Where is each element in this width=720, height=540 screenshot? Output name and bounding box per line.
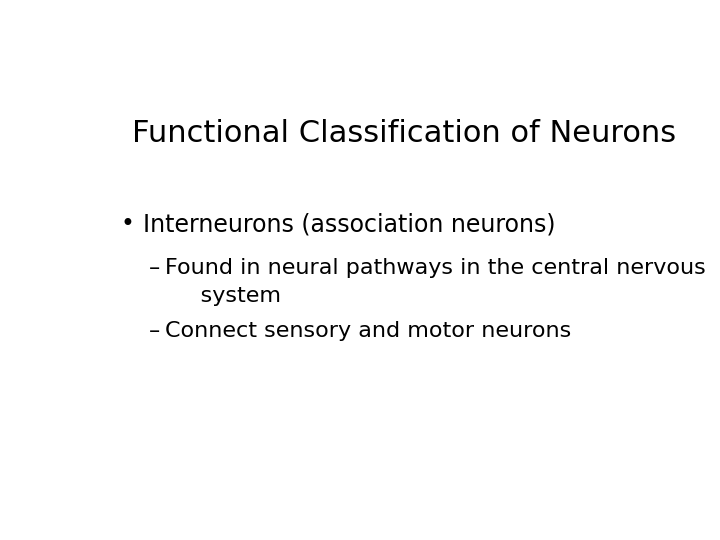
Text: –: – xyxy=(148,321,160,341)
Text: Functional Classification of Neurons: Functional Classification of Neurons xyxy=(132,119,676,148)
Text: Interneurons (association neurons): Interneurons (association neurons) xyxy=(143,212,556,237)
Text: Connect sensory and motor neurons: Connect sensory and motor neurons xyxy=(166,321,572,341)
Text: •: • xyxy=(121,212,135,237)
Text: –: – xyxy=(148,258,160,278)
Text: Found in neural pathways in the central nervous
     system: Found in neural pathways in the central … xyxy=(166,258,706,306)
